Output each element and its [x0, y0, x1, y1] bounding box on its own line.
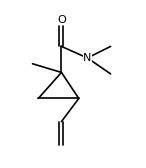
Text: N: N: [83, 53, 92, 63]
Text: O: O: [57, 15, 66, 25]
